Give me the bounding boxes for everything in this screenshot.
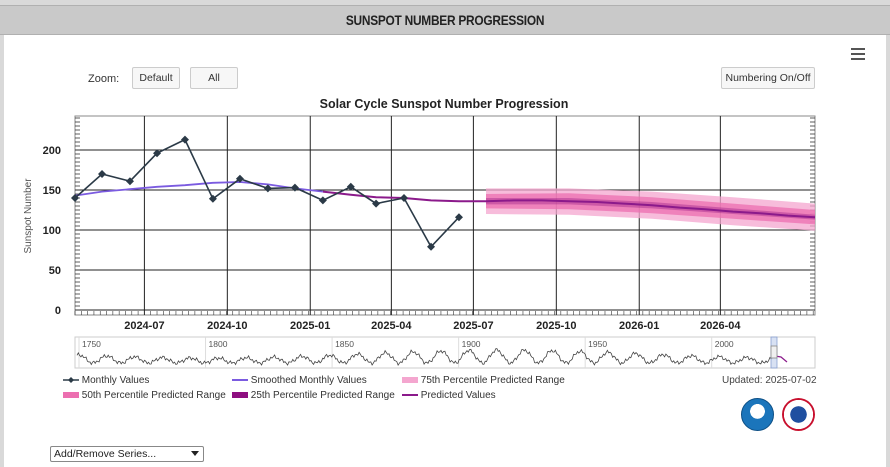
y-tick-label: 100 [43, 225, 61, 237]
hamburger-icon[interactable] [851, 48, 865, 60]
monthly-value-point [399, 194, 408, 202]
navigator-year-label: 1750 [82, 339, 101, 349]
zoom-label: Zoom: [88, 73, 120, 85]
x-tick-label: 2024-07 [124, 320, 164, 332]
legend-p75-symbol [402, 377, 418, 384]
legend-p50-label: 50th Percentile Predicted Range [81, 390, 226, 401]
y-tick-label: 200 [43, 145, 61, 157]
monthly-value-point [346, 182, 355, 191]
navigator-handle [770, 345, 778, 359]
monthly-value-point [208, 194, 217, 203]
y-tick-label: 0 [55, 305, 61, 317]
x-tick-label: 2024-10 [207, 320, 247, 332]
legend-smoothed[interactable]: Smoothed Monthly Values [232, 375, 367, 386]
legend-smoothed-symbol [232, 379, 248, 382]
monthly-value-point [372, 199, 381, 208]
legend-monthly-symbol [63, 377, 79, 384]
legend-p50[interactable]: 50th Percentile Predicted Range [63, 390, 226, 401]
navigator-year-label: 1850 [335, 339, 354, 349]
monthly-value-point [263, 184, 272, 193]
legend-monthly-label: Monthly Values [81, 375, 150, 386]
legend-p25-symbol [232, 392, 248, 399]
legend-p25[interactable]: 25th Percentile Predicted Range [232, 390, 395, 401]
monthly-value-point [98, 170, 107, 178]
legend-p75-label: 75th Percentile Predicted Range [420, 375, 565, 386]
monthly-value-point [180, 135, 189, 144]
x-tick-label: 2025-07 [453, 320, 493, 332]
chart-title: Solar Cycle Sunspot Number Progression [320, 97, 569, 111]
x-tick-label: 2025-10 [536, 320, 576, 332]
monthly-value-point [427, 242, 436, 251]
band-25th-percentile [486, 198, 815, 220]
monthly-value-point [235, 174, 244, 183]
legend-smoothed-label: Smoothed Monthly Values [250, 375, 367, 386]
chevron-down-icon [191, 451, 199, 456]
nws-logo [782, 398, 815, 431]
zoom-default-button[interactable]: Default [132, 67, 180, 89]
smoothed-values-line [74, 181, 323, 197]
noaa-logo [741, 398, 774, 431]
navigator-history-line [76, 348, 774, 366]
y-tick-label: 50 [49, 265, 61, 277]
x-tick-label: 2026-01 [619, 320, 659, 332]
legend-predicted-symbol [402, 394, 418, 397]
x-tick-label: 2025-01 [290, 320, 330, 332]
legend-predicted[interactable]: Predicted Values [402, 390, 496, 401]
monthly-value-point [125, 177, 134, 186]
page-title: SUNSPOT NUMBER PROGRESSION [345, 12, 545, 28]
legend-predicted-label: Predicted Values [420, 390, 496, 401]
monthly-values-line [74, 138, 460, 249]
navigator-year-label: 1800 [209, 339, 228, 349]
numbering-toggle-button[interactable]: Numbering On/Off [721, 67, 815, 89]
series-select[interactable]: Add/Remove Series... [50, 446, 204, 462]
monthly-value-point [153, 149, 162, 158]
x-tick-label: 2025-04 [371, 320, 412, 332]
y-axis-label: Sunspot Number [23, 178, 34, 254]
zoom-all-button[interactable]: All [190, 67, 238, 89]
legend-p75[interactable]: 75th Percentile Predicted Range [402, 375, 565, 386]
header-bar: SUNSPOT NUMBER PROGRESSION [0, 5, 890, 35]
band-50th-percentile [486, 193, 815, 225]
monthly-value-point [71, 194, 79, 202]
monthly-value-point [318, 196, 327, 205]
y-tick-label: 150 [43, 185, 61, 197]
navigator-year-label: 1900 [462, 339, 481, 349]
series-select-label: Add/Remove Series... [54, 448, 157, 460]
monthly-value-point [290, 183, 299, 192]
monthly-value-point [454, 213, 463, 222]
navigator-year-label: 1950 [588, 339, 607, 349]
navigator-year-label: 2000 [715, 339, 734, 349]
chart-panel [4, 35, 886, 467]
legend-p25-label: 25th Percentile Predicted Range [250, 390, 395, 401]
x-tick-label: 2026-04 [700, 320, 741, 332]
legend-p50-symbol [63, 392, 79, 399]
updated-timestamp: Updated: 2025-07-02 [722, 375, 817, 386]
legend-monthly[interactable]: Monthly Values [63, 375, 149, 386]
